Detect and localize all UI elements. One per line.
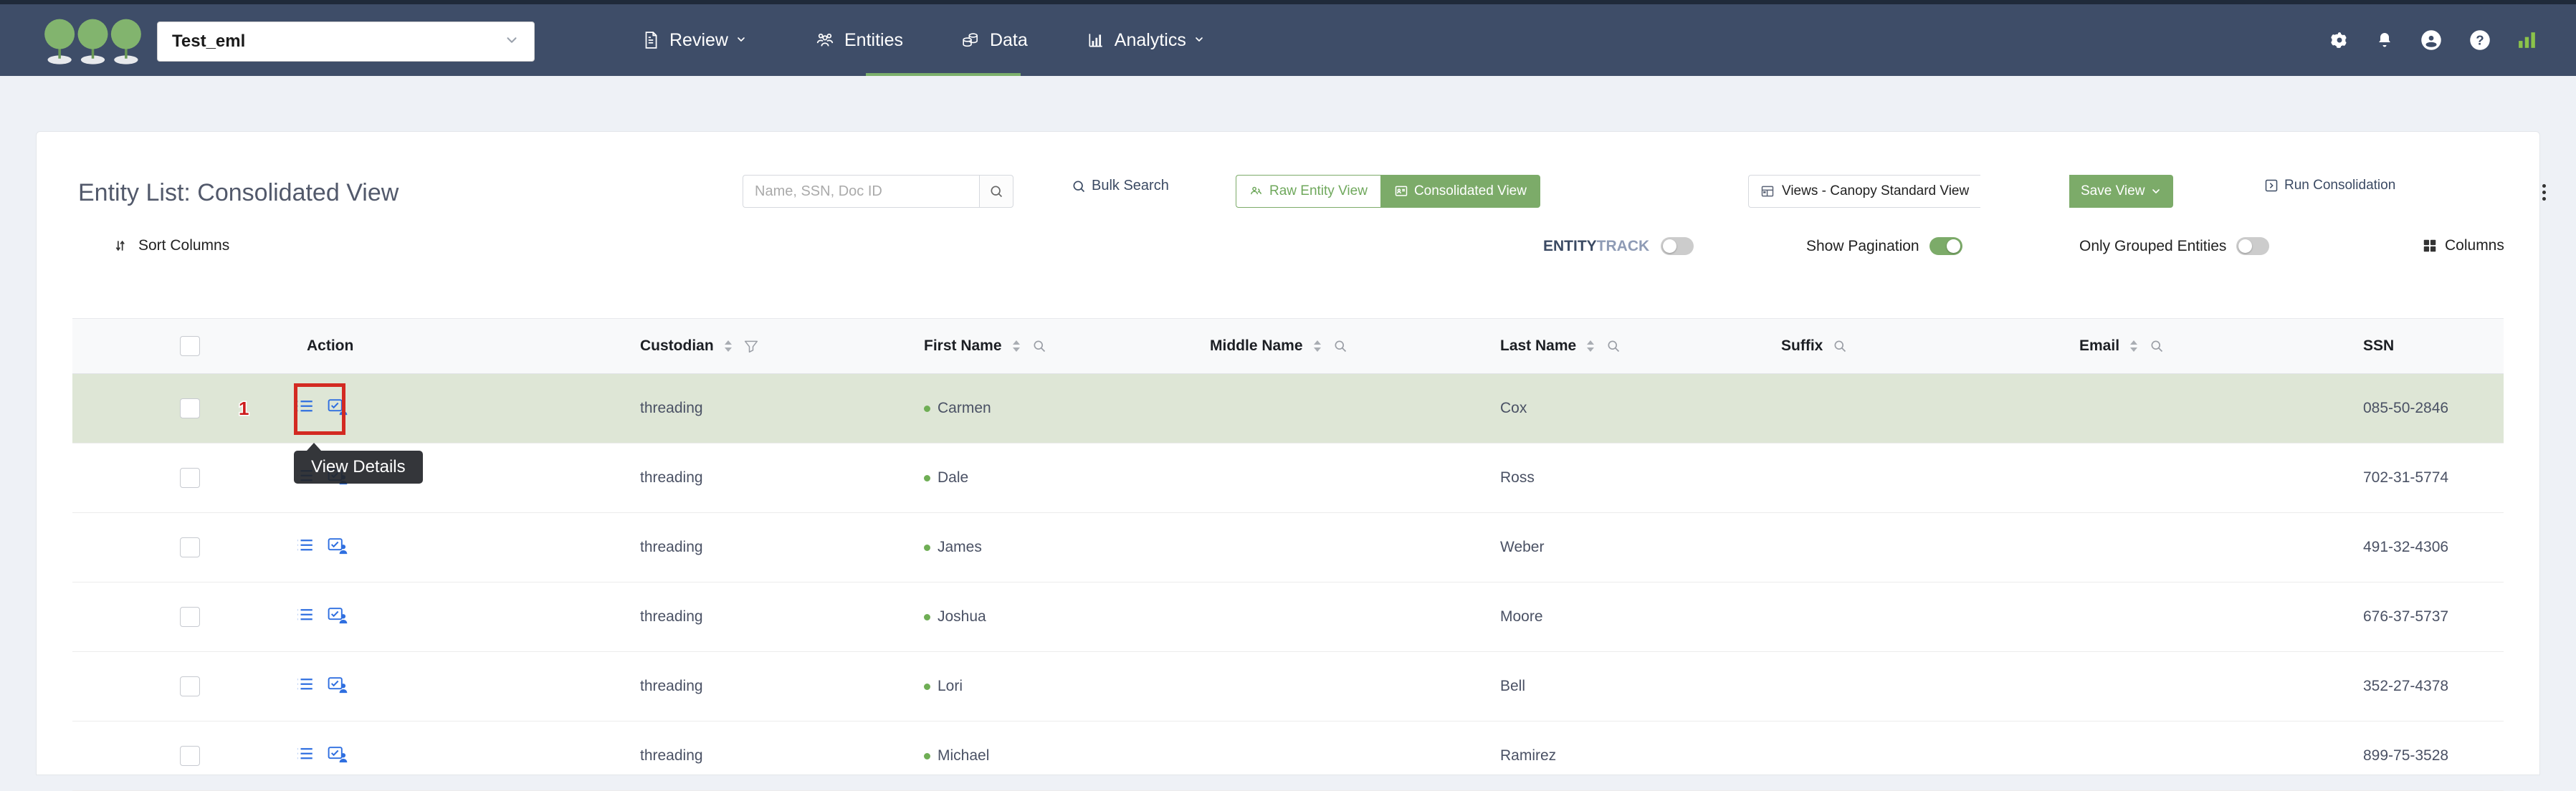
svg-text:?: ? (2476, 33, 2484, 48)
